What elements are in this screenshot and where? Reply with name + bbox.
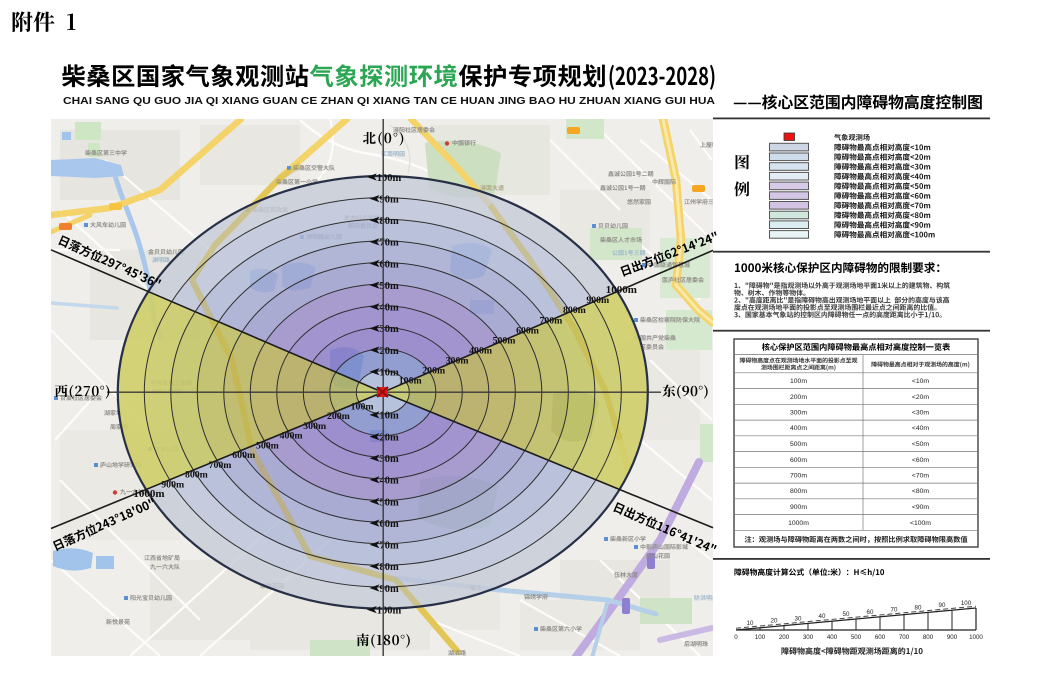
svg-text:100: 100 (961, 600, 972, 607)
svg-text:30m: 30m (380, 324, 400, 335)
svg-text:800m: 800m (185, 470, 208, 481)
svg-text:100m: 100m (377, 173, 402, 184)
svg-text:<90m: <90m (912, 504, 930, 511)
svg-text:70m: 70m (380, 541, 400, 552)
svg-text:<50m: <50m (912, 441, 930, 448)
svg-text:CHAI SANG QU GUO JIA QI XIANG: CHAI SANG QU GUO JIA QI XIANG GUAN CE ZH… (63, 95, 715, 107)
svg-text:60m: 60m (380, 519, 400, 530)
svg-text:600m: 600m (790, 457, 807, 464)
svg-text:<100m: <100m (910, 520, 931, 527)
svg-text:<40m: <40m (912, 425, 930, 432)
svg-text:80: 80 (915, 604, 922, 611)
svg-text:60m: 60m (380, 259, 400, 270)
svg-text:50m: 50m (380, 497, 400, 508)
svg-text:300m: 300m (790, 410, 807, 417)
svg-text:700: 700 (899, 634, 910, 641)
svg-text:400m: 400m (790, 425, 807, 432)
svg-text:200m: 200m (327, 411, 350, 422)
svg-text:300m: 300m (303, 421, 326, 432)
svg-text:900: 900 (947, 634, 958, 641)
svg-text:50m: 50m (380, 281, 400, 292)
svg-text:50: 50 (843, 611, 850, 618)
svg-text:100m: 100m (790, 378, 807, 385)
svg-text:80m: 80m (380, 562, 400, 573)
svg-text:10m: 10m (380, 411, 400, 422)
svg-text:80m: 80m (380, 216, 400, 227)
svg-text:600: 600 (875, 634, 886, 641)
svg-text:1000m: 1000m (788, 520, 809, 527)
svg-text:300: 300 (803, 634, 814, 641)
svg-text:400: 400 (827, 634, 838, 641)
svg-text:10: 10 (747, 620, 754, 627)
svg-text:1000: 1000 (969, 634, 983, 641)
svg-text:<70m: <70m (912, 473, 930, 480)
svg-text:200: 200 (779, 634, 790, 641)
svg-text:0: 0 (734, 634, 738, 641)
svg-text:40m: 40m (380, 476, 400, 487)
svg-text:20m: 20m (380, 346, 400, 357)
svg-text:100m: 100m (351, 402, 374, 413)
svg-text:70: 70 (891, 607, 898, 614)
svg-text:20: 20 (771, 618, 778, 625)
svg-text:500m: 500m (256, 440, 279, 451)
svg-text:20m: 20m (380, 432, 400, 443)
svg-text:500: 500 (851, 634, 862, 641)
svg-text:400m: 400m (280, 431, 303, 442)
svg-text:900m: 900m (790, 504, 807, 511)
svg-text:40: 40 (819, 613, 826, 620)
svg-text:<10m: <10m (912, 378, 930, 385)
svg-text:900m: 900m (161, 479, 184, 490)
svg-text:90: 90 (939, 602, 946, 609)
svg-text:90m: 90m (380, 194, 400, 205)
svg-text:800: 800 (923, 634, 934, 641)
svg-text:<80m: <80m (912, 488, 930, 495)
svg-text:100m: 100m (377, 605, 402, 616)
svg-text:800m: 800m (790, 488, 807, 495)
svg-text:60: 60 (867, 609, 874, 616)
svg-text:<30m: <30m (912, 410, 930, 417)
svg-text:30: 30 (795, 615, 802, 622)
svg-text:200m: 200m (790, 394, 807, 401)
svg-text:40m: 40m (380, 303, 400, 314)
svg-text:100: 100 (755, 634, 766, 641)
svg-text:700m: 700m (209, 460, 232, 471)
svg-text:90m: 90m (380, 584, 400, 595)
svg-text:10m: 10m (380, 368, 400, 379)
svg-text:<20m: <20m (912, 394, 930, 401)
svg-text:500m: 500m (790, 441, 807, 448)
svg-text:<60m: <60m (912, 457, 930, 464)
svg-text:70m: 70m (380, 238, 400, 249)
svg-text:600m: 600m (232, 450, 255, 461)
svg-text:30m: 30m (380, 454, 400, 465)
svg-text:1000m: 1000m (133, 488, 164, 500)
svg-text:700m: 700m (790, 473, 807, 480)
